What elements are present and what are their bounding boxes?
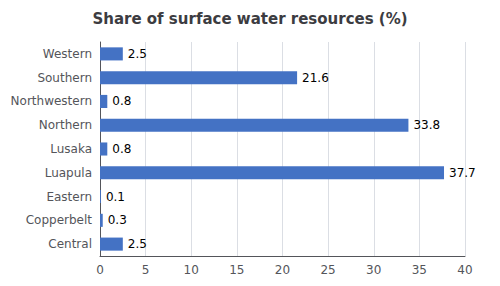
svg-text:21.6: 21.6 xyxy=(302,71,329,85)
svg-text:Western: Western xyxy=(43,47,92,61)
svg-text:2.5: 2.5 xyxy=(128,47,147,61)
svg-text:Share of surface water resourc: Share of surface water resources (%) xyxy=(92,10,407,28)
svg-text:5: 5 xyxy=(142,263,150,277)
svg-text:10: 10 xyxy=(184,263,199,277)
svg-text:Southern: Southern xyxy=(37,71,92,85)
svg-text:40: 40 xyxy=(457,263,472,277)
svg-text:0.8: 0.8 xyxy=(112,142,131,156)
svg-text:37.7: 37.7 xyxy=(449,166,476,180)
svg-text:Eastern: Eastern xyxy=(46,190,92,204)
svg-text:0.3: 0.3 xyxy=(108,213,127,227)
svg-text:35: 35 xyxy=(412,263,427,277)
svg-text:30: 30 xyxy=(366,263,381,277)
svg-text:15: 15 xyxy=(229,263,244,277)
svg-text:Luapula: Luapula xyxy=(45,166,92,180)
svg-text:Lusaka: Lusaka xyxy=(50,142,92,156)
svg-text:25: 25 xyxy=(320,263,335,277)
svg-text:Northwestern: Northwestern xyxy=(11,94,92,108)
svg-text:Copperbelt: Copperbelt xyxy=(26,213,93,227)
svg-text:0: 0 xyxy=(96,263,104,277)
svg-text:2.5: 2.5 xyxy=(128,237,147,251)
svg-text:0.8: 0.8 xyxy=(112,94,131,108)
svg-text:0.1: 0.1 xyxy=(106,190,125,204)
svg-text:Central: Central xyxy=(48,237,92,251)
svg-text:33.8: 33.8 xyxy=(413,118,440,132)
svg-text:Northern: Northern xyxy=(39,118,92,132)
svg-text:20: 20 xyxy=(275,263,290,277)
